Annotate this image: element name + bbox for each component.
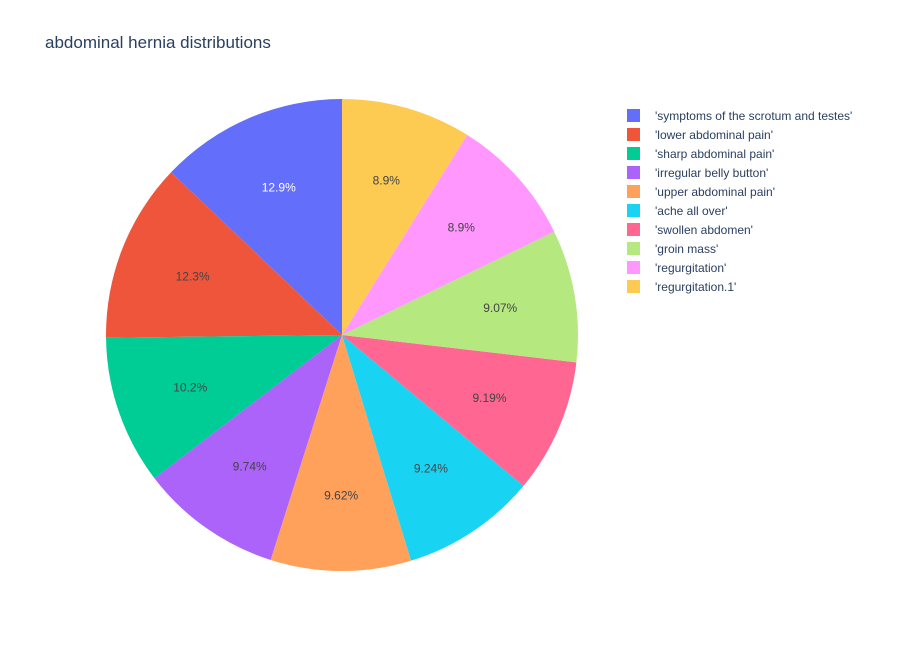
legend-swatch <box>627 261 640 274</box>
legend-label: 'lower abdominal pain' <box>655 127 773 142</box>
pie-slices <box>105 99 579 572</box>
slice-percent-label: 12.3% <box>176 269 210 283</box>
legend-label: 'swollen abdomen' <box>655 222 753 237</box>
slice-percent-label: 8.9% <box>373 174 401 188</box>
slice-percent-label: 9.19% <box>472 391 506 405</box>
legend-item[interactable]: 'symptoms of the scrotum and testes' <box>627 106 852 125</box>
legend-item[interactable]: 'lower abdominal pain' <box>627 125 852 144</box>
pie-slice[interactable] <box>270 335 412 572</box>
slice-percent-label: 9.07% <box>483 301 517 315</box>
legend-swatch <box>627 242 640 255</box>
legend-label: 'regurgitation' <box>655 260 727 275</box>
pie-slice[interactable] <box>105 172 342 338</box>
pie-slice[interactable] <box>342 99 468 335</box>
slice-percent-label: 9.62% <box>324 488 358 502</box>
pie-percent-labels: 12.9% 12.3% 10.2% 9.74% 9.62% 9.24% 9.19% 9.07%… <box>173 174 517 503</box>
legend-swatch <box>627 109 640 122</box>
legend-swatch <box>627 128 640 141</box>
slice-percent-label: 9.74% <box>233 459 267 473</box>
legend-swatch <box>627 204 640 217</box>
legend-item[interactable]: 'upper abdominal pain' <box>627 182 852 201</box>
legend-item[interactable]: 'swollen abdomen' <box>627 220 852 239</box>
chart-title: abdominal hernia distributions <box>45 33 271 52</box>
legend-label: 'symptoms of the scrotum and testes' <box>655 108 853 123</box>
slice-percent-label: 10.2% <box>173 380 207 394</box>
legend-swatch <box>627 166 640 179</box>
legend-swatch <box>627 147 640 160</box>
legend-label: 'groin mass' <box>655 241 719 256</box>
legend-item[interactable]: 'regurgitation' <box>627 258 852 277</box>
legend-item[interactable]: 'regurgitation.1' <box>627 277 852 296</box>
legend-label: 'upper abdominal pain' <box>655 184 775 199</box>
pie-slice[interactable] <box>342 231 579 363</box>
pie-slice[interactable] <box>342 335 524 561</box>
legend-item[interactable]: 'sharp abdominal pain' <box>627 144 852 163</box>
pie-slice[interactable] <box>342 134 555 335</box>
legend-item[interactable]: 'ache all over' <box>627 201 852 220</box>
legend-item[interactable]: 'groin mass' <box>627 239 852 258</box>
legend-label: 'irregular belly button' <box>655 165 769 180</box>
pie-slice[interactable] <box>342 335 577 486</box>
slice-percent-label: 12.9% <box>262 181 296 195</box>
legend-label: 'sharp abdominal pain' <box>655 146 775 161</box>
legend-swatch <box>627 280 640 293</box>
pie-slice[interactable] <box>171 99 342 335</box>
legend: 'symptoms of the scrotum and testes' 'low… <box>627 106 852 296</box>
legend-label: 'ache all over' <box>655 203 728 218</box>
legend-swatch <box>627 223 640 236</box>
slice-percent-label: 9.24% <box>414 462 448 476</box>
pie-slice[interactable] <box>106 335 342 479</box>
legend-swatch <box>627 185 640 198</box>
pie-slice[interactable] <box>154 335 342 560</box>
legend-label: 'regurgitation.1' <box>655 279 737 294</box>
legend-item[interactable]: 'irregular belly button' <box>627 163 852 182</box>
slice-percent-label: 8.9% <box>448 221 476 235</box>
